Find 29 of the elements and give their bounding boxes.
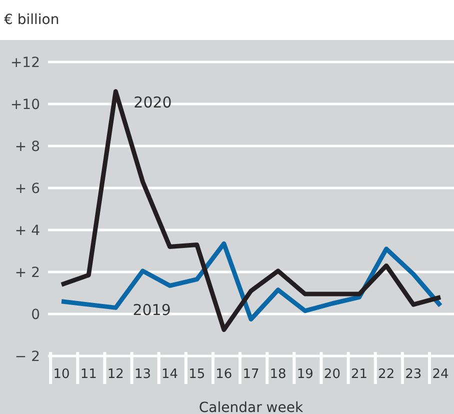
x-tick-label: 20 — [324, 367, 340, 382]
x-tick-label: 16 — [216, 367, 232, 382]
y-tick-label: 0 — [31, 306, 40, 323]
x-tick-label: 13 — [134, 367, 152, 382]
x-tick-label: 12 — [107, 367, 124, 382]
y-tick-label: + 8 — [14, 138, 40, 155]
x-tick-label: 18 — [270, 367, 286, 382]
chart-title: € billion — [0, 0, 454, 40]
x-tick-label: 14 — [162, 367, 178, 382]
y-tick-label: + 2 — [14, 264, 40, 281]
line-series — [59, 241, 443, 322]
line-series — [59, 89, 443, 332]
y-tick-label: +10 — [10, 96, 40, 113]
x-tick-label: 10 — [53, 367, 70, 382]
y-tick-label: +12 — [10, 54, 40, 71]
series-label: 2019 — [132, 300, 171, 319]
x-tick-label: 17 — [242, 367, 260, 382]
x-tick-label: 22 — [378, 367, 395, 382]
x-tick-label: 19 — [296, 367, 314, 382]
x-tick-label: 21 — [350, 367, 368, 382]
series-label: 2020 — [134, 93, 172, 112]
y-tick-label: − 2 — [14, 348, 40, 365]
x-tick-label: 23 — [405, 367, 422, 382]
x-tick-label: 24 — [432, 367, 449, 382]
y-tick-label: + 4 — [14, 222, 40, 239]
y-tick-label: + 6 — [14, 180, 40, 197]
x-axis-title: Calendar week — [198, 400, 304, 414]
x-tick-label: 11 — [80, 367, 97, 382]
x-tick-label: 15 — [188, 367, 206, 382]
